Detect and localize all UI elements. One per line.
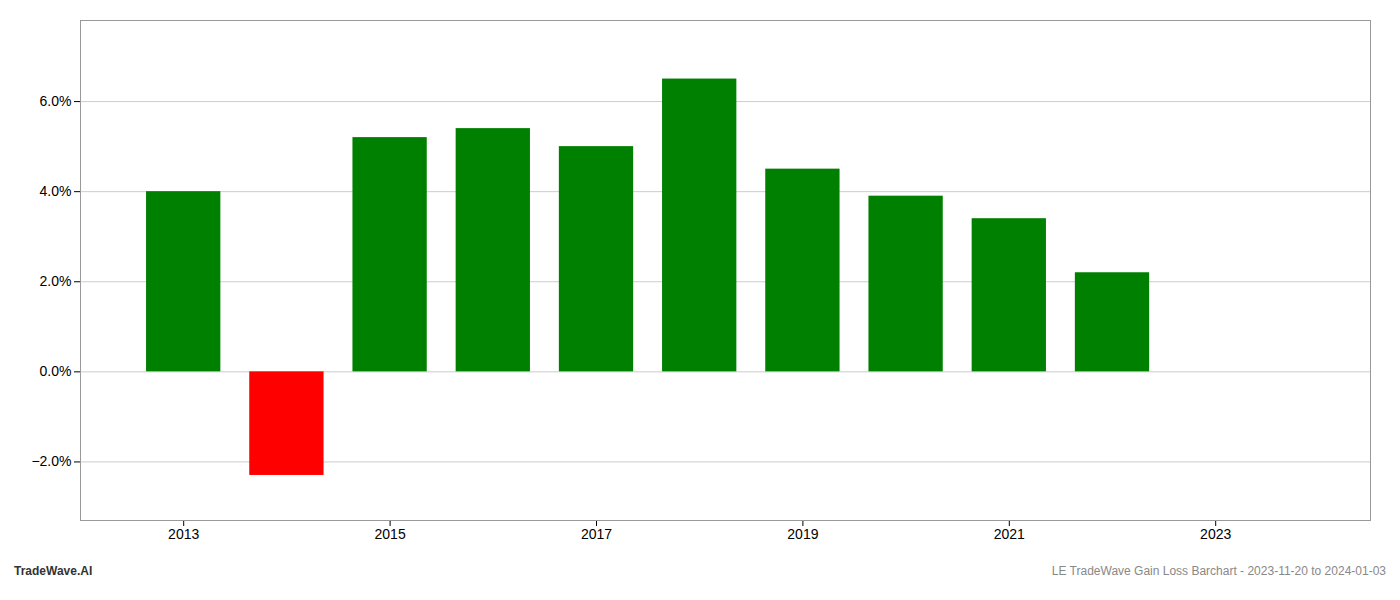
svg-text:2017: 2017 [581, 526, 612, 542]
svg-text:2013: 2013 [168, 526, 199, 542]
svg-text:−2.0%: −2.0% [31, 453, 71, 469]
svg-text:4.0%: 4.0% [40, 183, 72, 199]
svg-text:0.0%: 0.0% [40, 363, 72, 379]
html-text:LE TradeWave Gain Loss Barchar: LE TradeWave Gain Loss Barchart - 2023-1… [1051, 564, 1386, 578]
svg-text:2019: 2019 [787, 526, 818, 542]
svg-text:2.0%: 2.0% [40, 273, 72, 289]
svg-text:2015: 2015 [375, 526, 406, 542]
svg-text:6.0%: 6.0% [40, 93, 72, 109]
svg-text:2023: 2023 [1200, 526, 1231, 542]
html-text:TradeWave.AI: TradeWave.AI [14, 564, 93, 578]
svg-text:2021: 2021 [994, 526, 1025, 542]
